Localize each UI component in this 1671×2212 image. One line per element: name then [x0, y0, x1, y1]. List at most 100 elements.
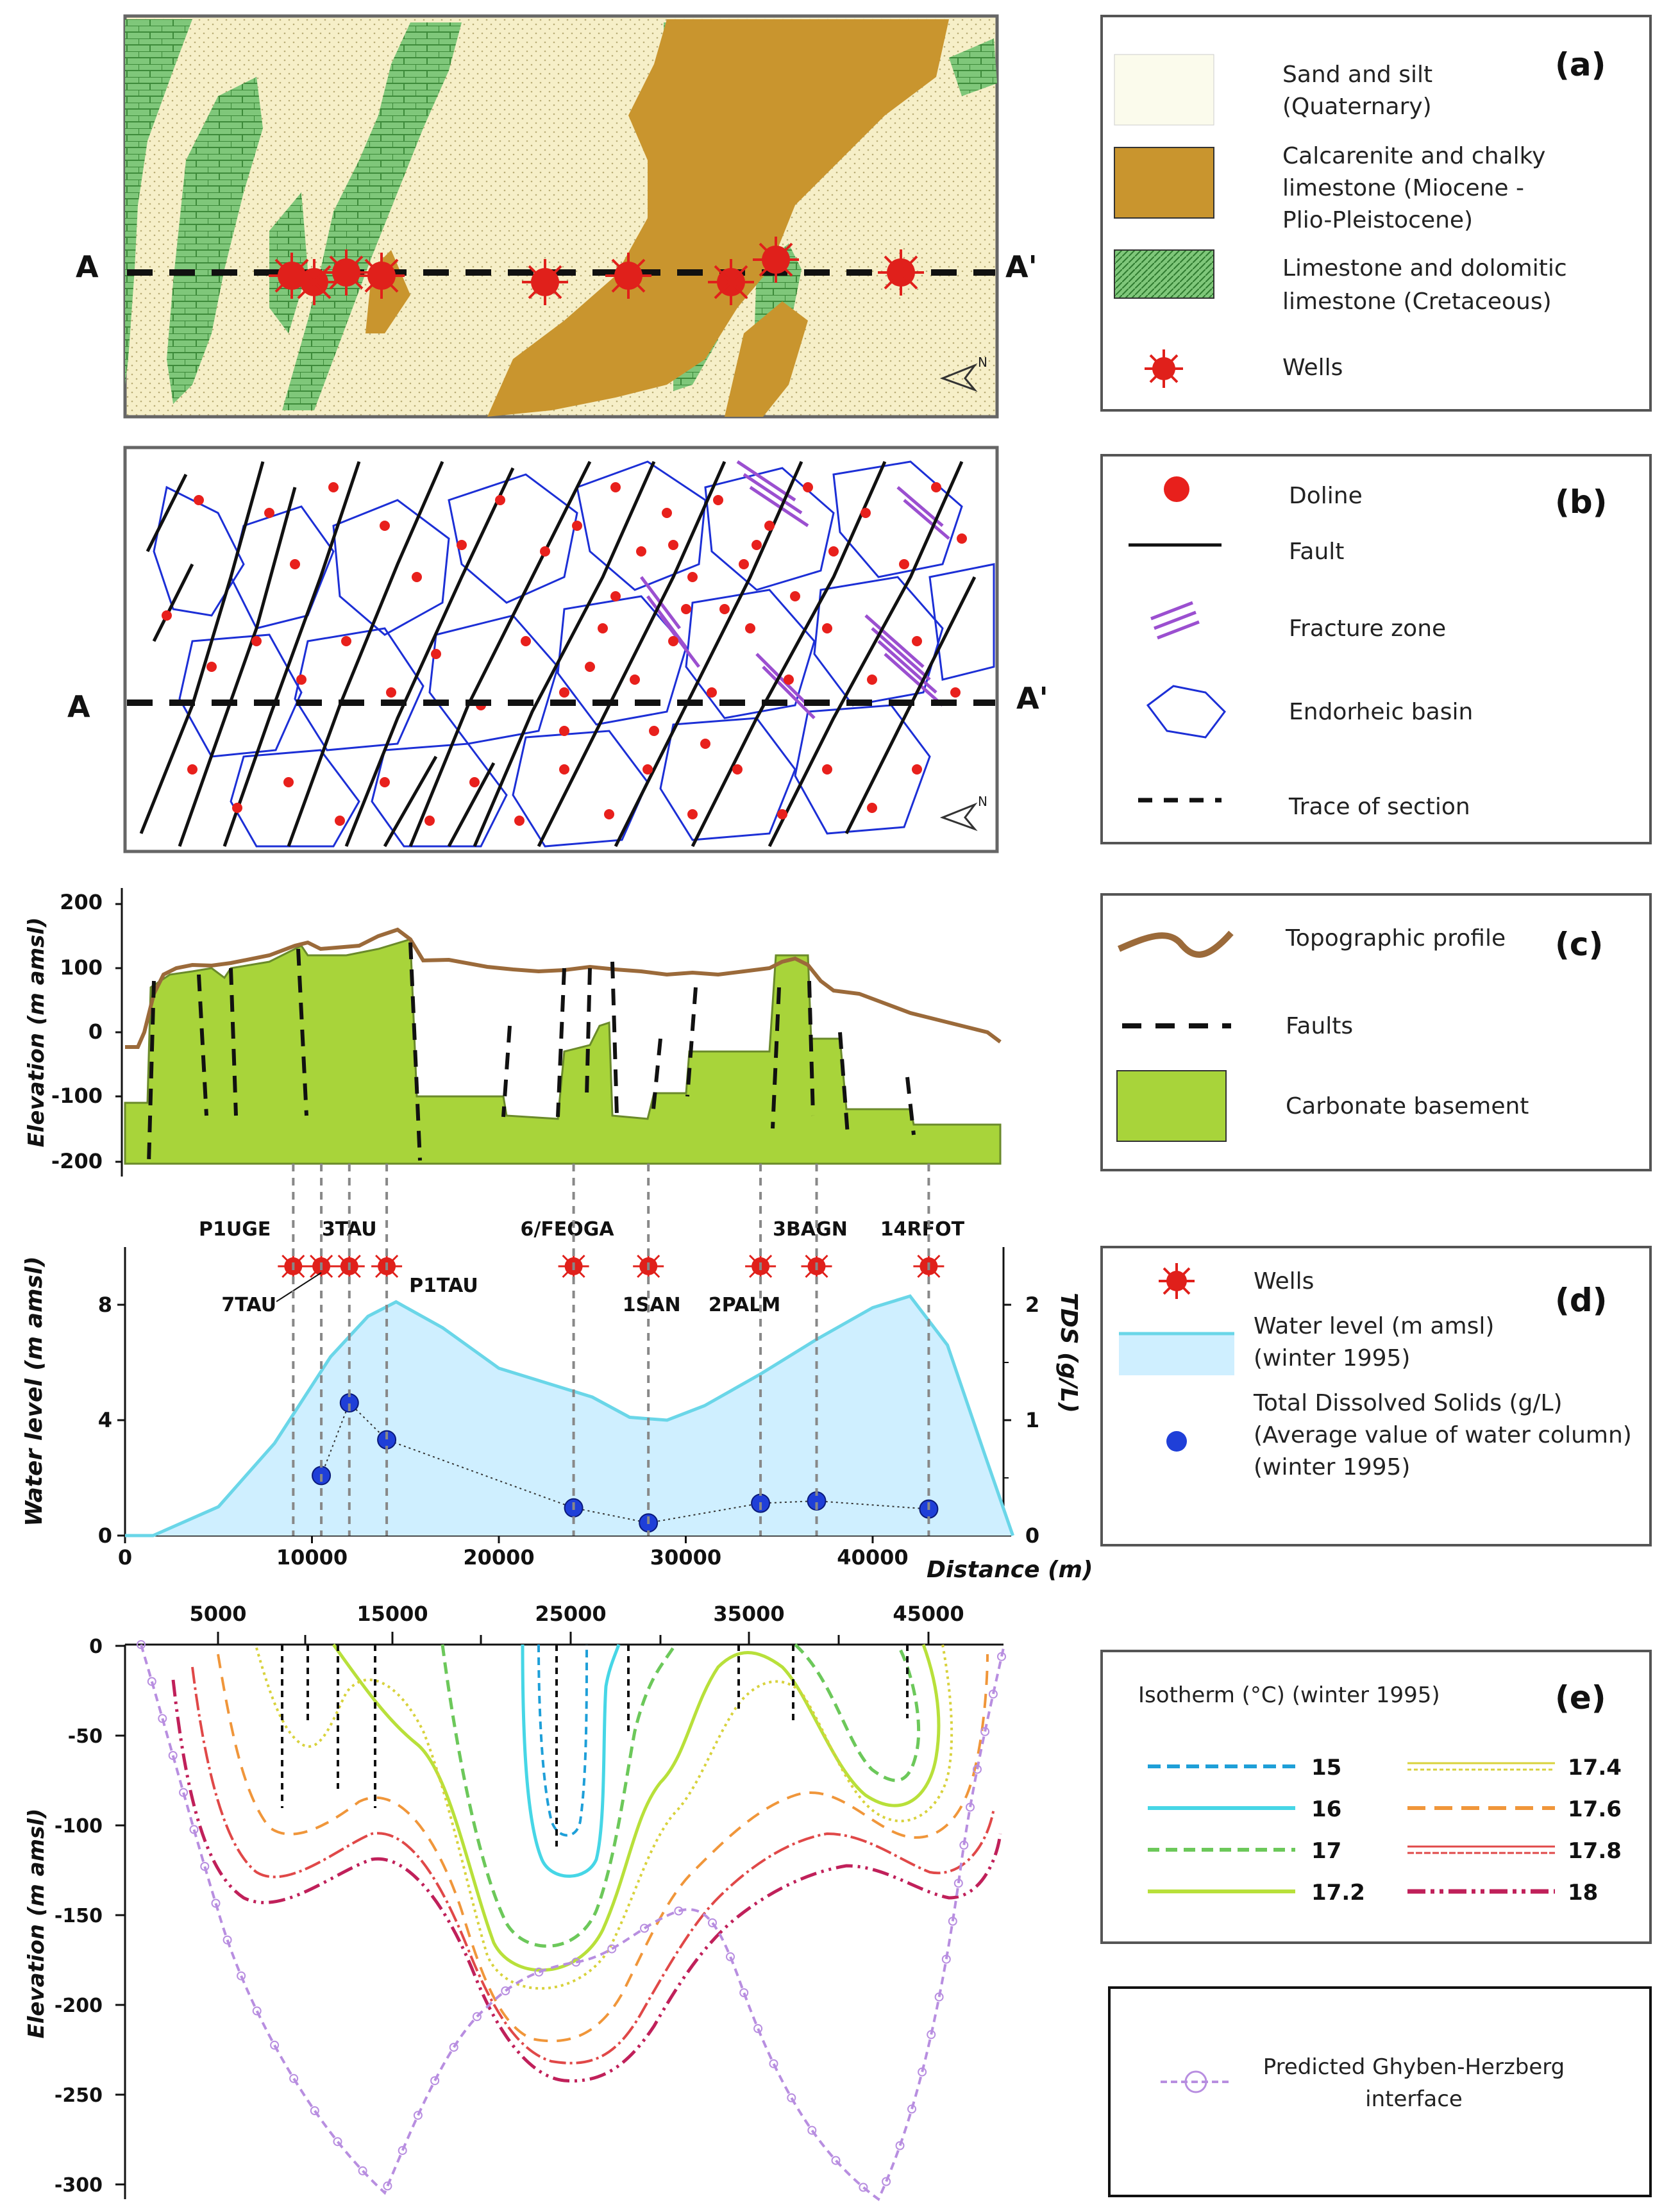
legend-iso-17-8: 17.8 — [1568, 1838, 1622, 1864]
legend-topo-icon — [1117, 930, 1234, 958]
panel-c-ytick-0: 0 — [88, 1019, 103, 1044]
well-label-P1TAU: P1TAU — [409, 1275, 478, 1297]
ghyben-points — [137, 1640, 1006, 2192]
panel-e-ytick-0: 0 — [89, 1636, 103, 1658]
panel-e-legend-box — [1100, 1650, 1652, 1944]
ghyben-point — [189, 1825, 199, 1834]
panel-d-tag: (d) — [1555, 1282, 1608, 1319]
legend-tds-icon — [1166, 1431, 1187, 1452]
ghyben-point — [988, 1689, 998, 1699]
ghyben-legend-icon — [1184, 2070, 1207, 2093]
well-marker-7 — [708, 259, 754, 305]
panel-a-section-end: A' — [1005, 249, 1037, 284]
panel-e-ytick-150: -150 — [55, 1905, 103, 1927]
panel-e-y-ticks: 0 -50 -100 -150 -200 -250 -300 — [55, 1636, 125, 2197]
panel-d-chart — [125, 1294, 1014, 1538]
legend-basement-label: Carbonate basement — [1286, 1093, 1529, 1119]
ghyben-point — [831, 2156, 841, 2165]
ghyben-point — [726, 1952, 735, 1961]
legend-basin-label: Endorheic basin — [1289, 699, 1473, 725]
isotherm-legend: 15 16 17 17.2 17.4 17.6 17.8 18 — [1148, 1755, 1622, 1906]
legend-water-line1: Water level (m amsl) — [1254, 1313, 1494, 1339]
ghyben-point — [948, 1916, 957, 1926]
ghyben-point — [882, 2177, 891, 2186]
panel-a-section-start: A — [76, 249, 99, 284]
legend-iso-16: 16 — [1311, 1797, 1341, 1822]
ghyben-point — [534, 1967, 544, 1977]
isotherm-18 — [171, 1679, 1002, 2083]
panel-d: 0 4 8 0 1 2 0 10000 20000 30000 40000 Water level … — [21, 1218, 1652, 1583]
well-label-7TAU: 7TAU — [221, 1294, 276, 1316]
panel-d-y2tick: 1 — [1025, 1408, 1039, 1432]
legend-iso-17-4-line — [1407, 1762, 1555, 1771]
panel-a-tag: (a) — [1555, 46, 1606, 83]
isotherm-17-4 — [255, 1644, 953, 1990]
ghyben-herzberg-interface — [140, 1644, 1005, 2202]
ghyben-point — [200, 1862, 210, 1871]
legend-iso-17-2: 17.2 — [1311, 1880, 1365, 1906]
panel-c-ytick-200: 200 — [60, 890, 103, 914]
panel-d-x-label: Distance (m) — [927, 1557, 1093, 1583]
well-marker-2 — [291, 259, 337, 305]
well-marker-9 — [878, 249, 924, 296]
panel-e-xtick-15000: 15000 — [357, 1602, 428, 1626]
panel-b-section-start: A — [67, 689, 90, 724]
well-marker-8 — [753, 237, 799, 283]
north-arrow-icon-b: N — [939, 794, 987, 832]
svg-text:N: N — [978, 794, 987, 809]
isotherm-legend-title: Isotherm (°C) (winter 1995) — [1138, 1682, 1440, 1708]
legend-swatch-sand — [1114, 54, 1214, 126]
legend-basin-icon — [1146, 685, 1226, 739]
panel-b-section-end: A' — [1016, 681, 1048, 716]
legend-basement-swatch — [1116, 1070, 1227, 1142]
ghyben-point — [398, 2146, 407, 2156]
well-label-pointer — [276, 1272, 322, 1302]
ghyben-point — [333, 2137, 342, 2147]
legend-doline-label: Doline — [1289, 483, 1363, 509]
panel-d-xtick: 20000 — [463, 1545, 534, 1570]
ghyben-point — [137, 1640, 146, 1649]
legend-calcarenite-line3: Plio-Pleistocene) — [1282, 207, 1473, 233]
legend-calcarenite-line2: limestone (Miocene - — [1282, 175, 1524, 201]
legend-iso-18: 18 — [1568, 1880, 1598, 1906]
legend-d-well-icon — [1159, 1263, 1195, 1299]
panel-b-tag: (b) — [1555, 483, 1608, 521]
ghyben-point — [907, 2104, 916, 2114]
legend-swatch-limestone — [1114, 249, 1214, 299]
panel-d-xtick: 0 — [118, 1545, 132, 1570]
panel-e-xtick-5000: 5000 — [189, 1602, 246, 1626]
legend-iso-15: 15 — [1311, 1755, 1341, 1780]
ghyben-point — [270, 2040, 280, 2050]
ghyben-legend-box — [1108, 1986, 1652, 2197]
panel-c-tag: (c) — [1555, 926, 1603, 963]
ghyben-point — [807, 2125, 817, 2135]
ghyben-point — [147, 1677, 156, 1686]
ghyben-point — [289, 2074, 299, 2083]
legend-d-wells-label: Wells — [1254, 1268, 1314, 1295]
faults-lines — [139, 460, 977, 848]
legend-iso-17-4: 17.4 — [1568, 1755, 1622, 1780]
ghyben-point — [674, 1906, 684, 1916]
legend-tds-line1: Total Dissolved Solids (g/L) — [1253, 1390, 1563, 1416]
well-marker-3 — [323, 249, 369, 296]
ghyben-point — [941, 1954, 951, 1964]
legend-calcarenite-line1: Calcarenite and chalky — [1282, 143, 1545, 169]
isotherm-17-6 — [217, 1654, 989, 2043]
panel-d-ytick: 0 — [98, 1523, 112, 1548]
ghyben-point — [927, 2030, 936, 2040]
panel-d-ticks: 0 4 8 0 1 2 0 10000 20000 30000 40000 — [98, 1293, 1039, 1570]
legend-sand-line1: Sand and silt — [1282, 62, 1432, 88]
ghyben-point — [501, 1986, 510, 1996]
isotherm-17 — [441, 1644, 675, 1948]
panel-d-y2-label: TDS (g/L) — [1055, 1293, 1082, 1413]
well-label-P1UGE: P1UGE — [199, 1218, 271, 1241]
panel-d-y2tick: 2 — [1025, 1293, 1039, 1317]
ghyben-point — [252, 2006, 262, 2016]
well-label-2PALM: 2PALM — [709, 1294, 780, 1316]
ghyben-point — [973, 1764, 982, 1774]
legend-wells-label: Wells — [1282, 355, 1343, 381]
panel-d-xtick: 30000 — [650, 1545, 721, 1570]
panel-e-tag: (e) — [1555, 1679, 1606, 1716]
panel-e-ytick-200: -200 — [55, 1995, 103, 2017]
